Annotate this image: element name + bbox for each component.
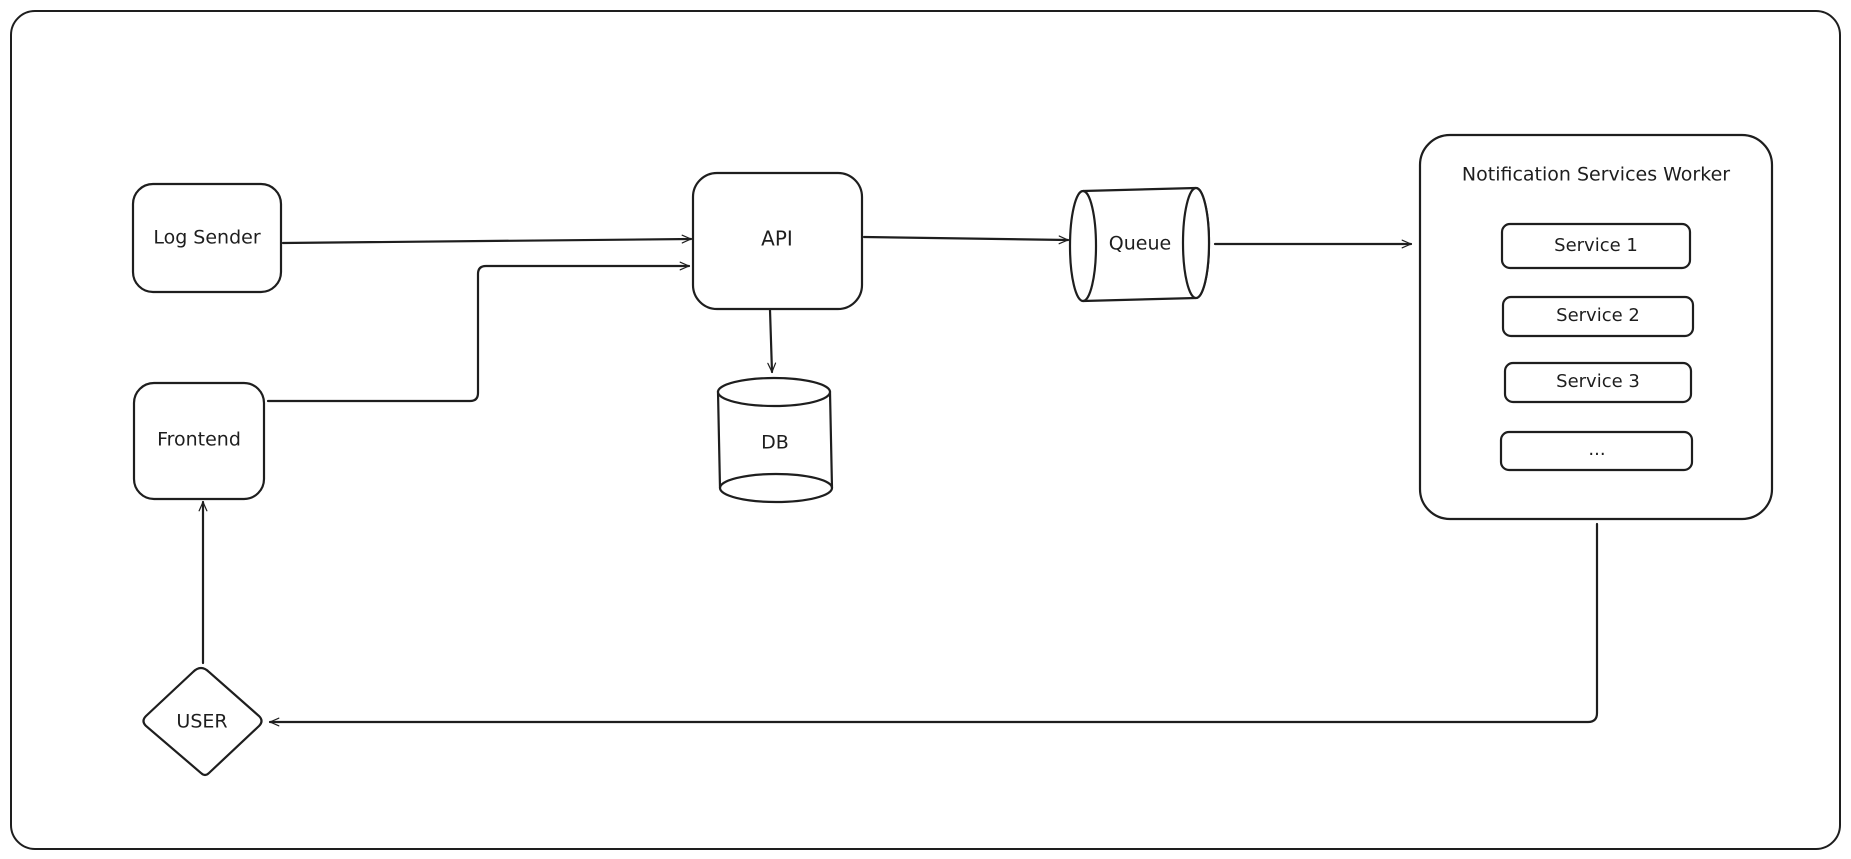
edge-logsender-to-api (281, 234, 693, 245)
edge-frontend-to-api (266, 261, 691, 403)
node-frontend-label: Frontend (157, 429, 241, 451)
service-1-box[interactable]: Service 1 (1500, 222, 1692, 270)
service-2-label: Service 2 (1556, 305, 1640, 326)
service-3-label: Service 3 (1556, 371, 1640, 392)
service-2-box[interactable]: Service 2 (1501, 295, 1695, 338)
edge-api-to-queue (862, 235, 1070, 245)
node-user[interactable]: USER (142, 666, 263, 777)
node-api[interactable]: API (691, 171, 864, 311)
edge-api-to-db (767, 308, 777, 374)
service-more-box[interactable]: ... (1499, 430, 1694, 472)
node-api-label: API (761, 227, 793, 251)
node-notification-worker[interactable]: Notification Services Worker Service 1 S… (1418, 133, 1774, 521)
node-queue-label: Queue (1109, 233, 1171, 255)
node-log-sender-label: Log Sender (153, 227, 261, 249)
service-1-label: Service 1 (1554, 235, 1638, 256)
node-frontend[interactable]: Frontend (132, 381, 266, 501)
node-user-label: USER (176, 711, 227, 733)
node-queue[interactable]: Queue (1068, 186, 1211, 303)
node-db[interactable]: DB (716, 376, 834, 504)
diagram-frame (10, 10, 1841, 850)
node-db-label: DB (761, 432, 789, 454)
service-more-label: ... (1588, 439, 1605, 460)
node-worker-title: Notification Services Worker (1462, 164, 1730, 186)
service-3-box[interactable]: Service 3 (1503, 361, 1693, 404)
edge-worker-to-user (268, 522, 1599, 727)
node-log-sender[interactable]: Log Sender (131, 182, 283, 294)
